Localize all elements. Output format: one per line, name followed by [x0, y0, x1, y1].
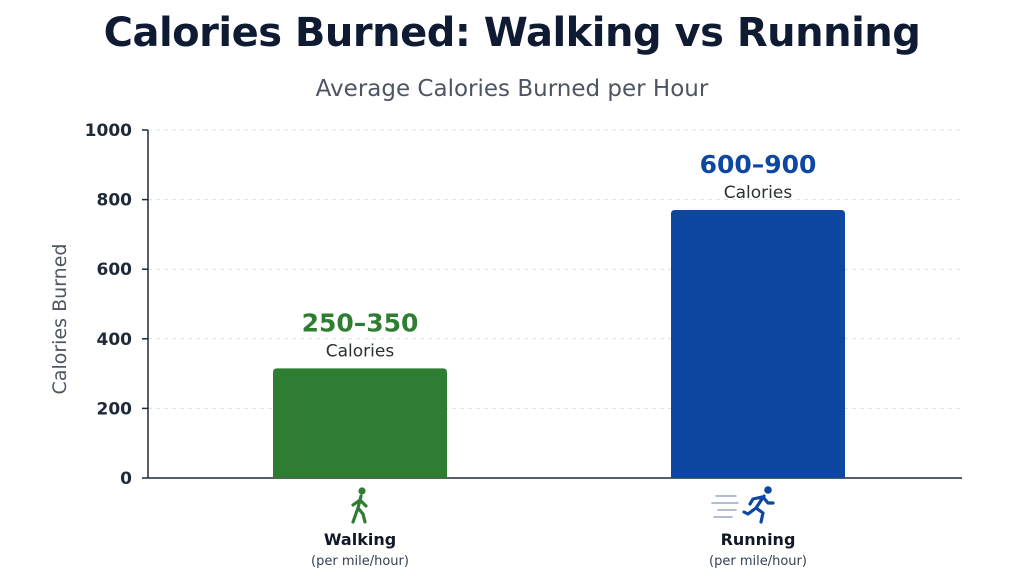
icon-head	[764, 486, 772, 494]
chart-subtitle: Average Calories Burned per Hour	[315, 76, 709, 102]
icon-head	[358, 487, 366, 495]
motion-lines	[711, 495, 739, 518]
y-axis-label: Calories Burned	[49, 244, 71, 395]
y-tick-label: 600	[97, 260, 133, 280]
walking-icon	[351, 487, 368, 524]
x-category-label: Walking	[324, 530, 396, 549]
running-icon	[711, 486, 775, 524]
y-tick-label: 200	[97, 399, 133, 419]
bar-group-walking: 250–350 Calories Walking (per mile/hour)	[273, 308, 447, 569]
x-category-sublabel: (per mile/hour)	[709, 554, 807, 569]
y-tick-label: 800	[97, 191, 133, 211]
bar-value-label: 600–900	[700, 150, 817, 179]
bar-value-label: 250–350	[302, 308, 419, 337]
bar-walking	[273, 368, 447, 478]
bar-value-unit: Calories	[724, 183, 793, 203]
y-tick-label: 400	[97, 330, 133, 350]
bar-value-unit: Calories	[326, 341, 395, 361]
x-category-sublabel: (per mile/hour)	[311, 554, 409, 569]
y-tick-label: 1000	[85, 121, 132, 141]
icon-body	[742, 494, 775, 524]
bar-group-running: 600–900 Calories Running (per mile/hour)	[671, 150, 845, 569]
y-tick-label: 0	[120, 469, 132, 489]
x-category-label: Running	[721, 530, 796, 549]
bar-running	[671, 210, 845, 479]
icon-body	[351, 494, 368, 524]
chart-title: Calories Burned: Walking vs Running	[103, 10, 921, 56]
